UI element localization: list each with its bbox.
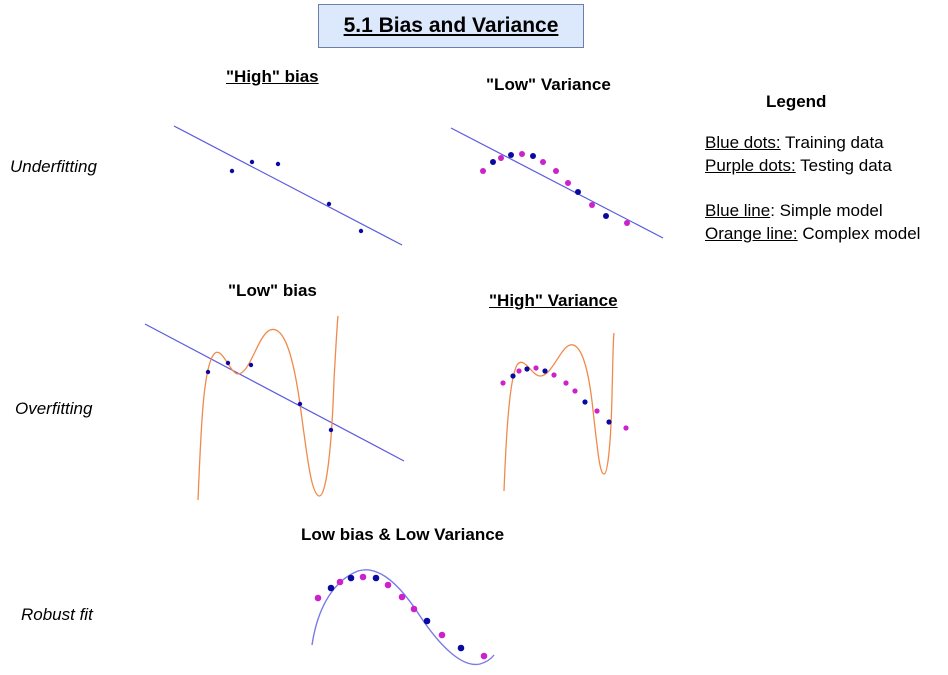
panel-low-bias: [144, 315, 405, 501]
simple-model-line: [450, 127, 664, 239]
training-dot: [326, 201, 332, 207]
panel-robust-fit: [311, 569, 495, 666]
panel-high-bias: [173, 125, 403, 246]
testing-dot: [594, 408, 600, 414]
label-high-variance: "High" Variance: [489, 291, 618, 310]
legend-text: Testing data: [795, 156, 892, 175]
training-dot: [229, 168, 235, 174]
testing-dot: [563, 380, 569, 386]
testing-dot: [314, 594, 322, 602]
legend-key: Orange line:: [705, 224, 798, 243]
training-dot: [457, 644, 465, 652]
training-dot: [423, 617, 431, 625]
testing-dot: [336, 578, 344, 586]
testing-dot: [498, 155, 504, 161]
legend-key: Purple dots:: [705, 156, 796, 175]
testing-dot: [359, 573, 367, 581]
panel-high-variance: [500, 332, 629, 492]
label-high-bias: "High" bias: [226, 67, 319, 86]
training-dot: [248, 362, 254, 368]
training-dot: [249, 159, 255, 165]
training-dot: [372, 574, 380, 582]
complex-model-curve: [197, 315, 339, 501]
legend-text: : Simple model: [770, 201, 883, 220]
training-dot: [603, 213, 609, 219]
testing-dot: [384, 581, 392, 589]
testing-dot: [551, 372, 557, 378]
testing-dot: [572, 388, 578, 394]
row-label-underfitting: Underfitting: [10, 157, 97, 176]
label-low-variance: "Low" Variance: [486, 75, 611, 94]
testing-dot: [398, 593, 406, 601]
training-dot: [530, 153, 536, 159]
testing-dot: [480, 168, 486, 174]
legend-item-complex-model: Orange line: Complex model: [705, 224, 920, 244]
label-low-bias: "Low" bias: [228, 281, 317, 300]
legend-key: Blue dots:: [705, 133, 781, 152]
legend-item-testing: Purple dots: Testing data: [705, 156, 892, 176]
panel-low-variance: [450, 127, 664, 239]
training-dot: [490, 159, 496, 165]
legend-text: Complex model: [797, 224, 921, 243]
row-label-overfitting: Overfitting: [15, 399, 93, 418]
simple-model-line: [173, 125, 403, 246]
training-dot: [275, 161, 281, 167]
testing-dot: [565, 180, 571, 186]
testing-dot: [589, 202, 595, 208]
training-dot: [225, 360, 231, 366]
legend-text: Training data: [780, 133, 884, 152]
robust-model-curve: [311, 569, 495, 666]
legend-key: Blue line: [705, 201, 771, 220]
testing-dot: [516, 368, 522, 374]
training-dot: [575, 189, 581, 195]
training-dot: [328, 427, 334, 433]
testing-dot: [553, 168, 559, 174]
simple-model-line: [144, 323, 405, 462]
testing-dot: [500, 380, 506, 386]
training-dot: [524, 366, 530, 372]
testing-dot: [410, 605, 418, 613]
testing-dot: [540, 159, 546, 165]
legend-item-simple-model: Blue line: Simple model: [705, 201, 883, 221]
testing-dot: [519, 151, 525, 157]
training-dot: [508, 152, 514, 158]
testing-dot: [624, 220, 630, 226]
legend-item-training: Blue dots: Training data: [705, 133, 884, 153]
training-dot: [205, 369, 211, 375]
training-dot: [606, 419, 612, 425]
title-box: 5.1 Bias and Variance: [318, 4, 584, 48]
testing-dot: [480, 652, 488, 660]
training-dot: [582, 399, 588, 405]
row-label-robust-fit: Robust fit: [21, 605, 93, 624]
training-dot: [358, 228, 364, 234]
training-dot: [347, 574, 355, 582]
training-dot: [327, 584, 335, 592]
testing-dot: [623, 425, 629, 431]
legend-title: Legend: [766, 92, 827, 111]
page-title: 5.1 Bias and Variance: [343, 14, 559, 37]
training-dot: [510, 373, 516, 379]
testing-dot: [438, 631, 446, 639]
training-dot: [542, 368, 548, 374]
testing-dot: [533, 365, 539, 371]
training-dot: [297, 401, 303, 407]
label-robust: Low bias & Low Variance: [301, 525, 505, 544]
